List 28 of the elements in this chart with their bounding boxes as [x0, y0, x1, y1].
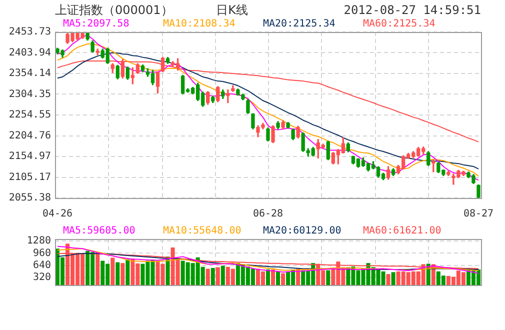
- x-tick-label: 08-27: [463, 208, 494, 220]
- y-tick-label: 1280: [26, 236, 51, 247]
- y-tick-label: 2304.35: [8, 88, 51, 100]
- series-label: MA5:2097.58: [63, 18, 130, 30]
- y-tick-label: 640: [32, 260, 51, 271]
- y-tick-label: 2105.17: [8, 172, 51, 183]
- text: MA10:55648.00: [163, 226, 242, 237]
- x-tick-label: 04-26: [42, 208, 73, 220]
- y-tick-label: 2204.76: [8, 130, 51, 142]
- y-tick-label: 320: [32, 272, 51, 284]
- y-tick-label: 2403.94: [8, 47, 51, 58]
- y-tick-label: 2354.14: [8, 68, 51, 80]
- text: MA20:2125.34: [263, 18, 336, 30]
- text: MA60:2125.34: [363, 18, 436, 30]
- y-tick-label: 960: [32, 248, 51, 259]
- y-tick-label: 2254.55: [8, 110, 51, 121]
- chart-subtitle: 日K线: [216, 3, 248, 17]
- y-tick-label: 2154.97: [8, 151, 51, 162]
- x-tick-label: 06-28: [252, 208, 284, 220]
- y-tick-label: 2055.38: [8, 192, 51, 204]
- chart-title: 上证指数（000001）: [55, 3, 173, 17]
- y-tick-label: 2453.73: [8, 26, 51, 38]
- text: MA60:61621.00: [363, 226, 442, 237]
- text: MA10:2108.34: [163, 18, 236, 30]
- text: 2012-08-27 14:59:51: [344, 3, 481, 17]
- candlestick: [476, 184, 480, 198]
- text: MA20:60129.00: [263, 226, 342, 237]
- series-label: MA5:59605.00: [63, 226, 136, 237]
